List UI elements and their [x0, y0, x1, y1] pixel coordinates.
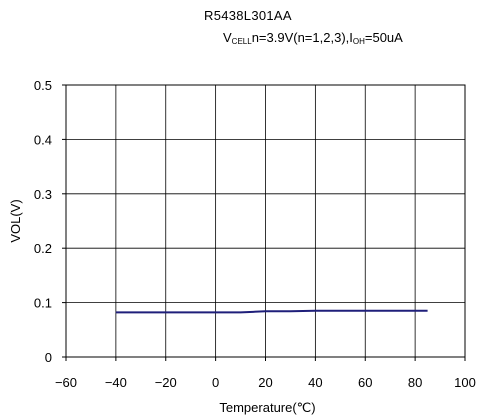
x-tick-label: 100: [454, 375, 476, 390]
y-tick-label: 0.4: [34, 132, 52, 147]
x-axis-label: Temperature(℃): [219, 400, 315, 415]
y-tick-label: 0.3: [34, 187, 52, 202]
subtitle-v: V: [223, 30, 232, 45]
series-line: [115, 309, 428, 314]
chart-subtitle: VCELLn=3.9V(n=1,2,3),IOH=50uA: [223, 30, 403, 46]
chart-title: R5438L301AA: [204, 8, 292, 23]
x-tick-label: 40: [308, 375, 322, 390]
y-tick-label: 0.1: [34, 296, 52, 311]
subtitle-middle: n=3.9V(n=1,2,3),I: [251, 30, 353, 45]
x-tick-label: 0: [212, 375, 219, 390]
x-tick-label: −20: [155, 375, 177, 390]
y-tick-label: 0: [45, 350, 52, 365]
y-tick-label: 0.2: [34, 241, 52, 256]
frame-layer: [62, 84, 466, 361]
grid-layer: [66, 85, 465, 357]
x-tick-label: 80: [408, 375, 422, 390]
x-tick-label: 60: [358, 375, 372, 390]
y-tick-label: 0.5: [34, 78, 52, 93]
y-axis-label: VOL(V): [8, 199, 23, 242]
subtitle-v-sub: CELL: [231, 37, 252, 46]
label-layer: −60 −40 −20 0 20 40 60 80 100 0 0.1 0.2 0.3 0.4 0.5 Tem…: [8, 78, 476, 415]
subtitle-i-sub: OH: [352, 37, 365, 46]
series-layer: [115, 309, 428, 314]
x-tick-label: −60: [55, 375, 77, 390]
x-tick-label: −40: [105, 375, 127, 390]
x-tick-label: 20: [258, 375, 272, 390]
subtitle-end: =50uA: [364, 30, 403, 45]
